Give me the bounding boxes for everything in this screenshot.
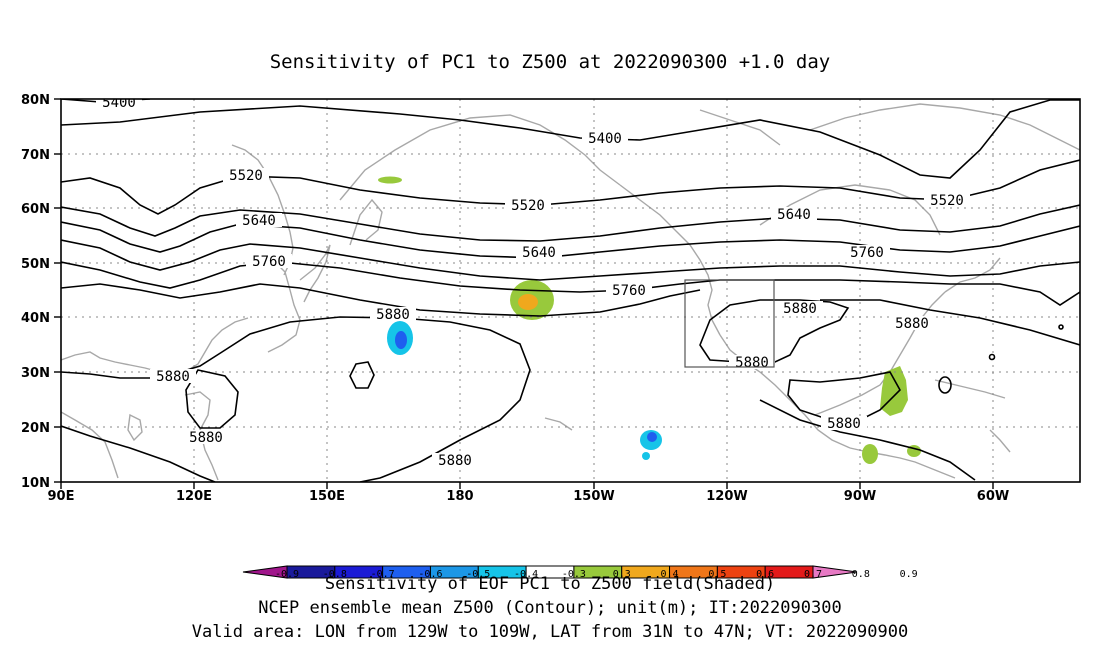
- colorbar-tick-label: -0.8: [323, 569, 347, 580]
- colorbar-tick-label: -0.6: [418, 569, 442, 580]
- colorbar-tick-label: 0.8: [852, 569, 870, 580]
- gridlines: [61, 99, 1080, 482]
- lat-label: 40N: [21, 311, 50, 326]
- lat-label: 10N: [21, 476, 50, 491]
- lat-label: 30N: [21, 366, 50, 381]
- contour-5760b: [61, 283, 701, 317]
- contour-5880-loop: [185, 369, 239, 429]
- longitude-axis-labels: 90E 120E 150E 180 150W 120W 90W 60W: [48, 489, 1010, 504]
- contour-label-5640: 5640: [242, 213, 276, 229]
- latitude-axis-labels: 80N 70N 60N 50N 40N 30N 20N 10N: [21, 93, 50, 491]
- shading-strong-negative: [395, 331, 407, 349]
- caption-valid-area: Valid area: LON from 129W to 109W, LAT f…: [191, 622, 909, 642]
- contour-5880-caribbean: [820, 299, 1080, 346]
- contour-label-5400: 5400: [102, 95, 136, 111]
- contour-5640: [61, 221, 1080, 259]
- z500-contours: [61, 99, 1080, 482]
- caption-contour: NCEP ensemble mean Z500 (Contour); unit(…: [258, 598, 842, 618]
- shading-strong-positive: [518, 294, 538, 310]
- colorbar-tick-label: 0.9: [900, 569, 918, 580]
- lon-label: 150W: [573, 489, 614, 504]
- shading-positive: [862, 444, 878, 464]
- lat-label: 20N: [21, 421, 50, 436]
- contour-5400: [61, 99, 1080, 179]
- contour-5880-ring: [938, 376, 952, 394]
- shading-positive: [378, 176, 402, 184]
- colorbar-segment: [812, 565, 858, 579]
- contour-label-5760: 5760: [252, 254, 286, 270]
- figure-title: Sensitivity of PC1 to Z500 at 2022090300…: [270, 51, 831, 73]
- contour-label-5880: 5880: [189, 430, 223, 446]
- contour-label-5640: 5640: [522, 245, 556, 261]
- tick-marks: [54, 98, 994, 489]
- colorbar: -0.9 -0.8 -0.7 -0.6 -0.5 -0.4 -0.3 0.3 0.4 0.5 0.6…: [242, 565, 918, 580]
- colorbar-tick-label: 0.3: [613, 569, 631, 580]
- lat-label: 60N: [21, 202, 50, 217]
- contour-5520b: [61, 204, 1080, 242]
- lat-label: 80N: [21, 93, 50, 108]
- contour-5760: [61, 261, 1080, 306]
- shading-strong-negative: [647, 432, 657, 442]
- map-plot-area: 5400 5400 5520 5520 5520 5640 5640 5640 …: [61, 95, 1080, 482]
- colorbar-tick-label: -0.5: [466, 569, 490, 580]
- colorbar-tick-label: -0.7: [371, 569, 395, 580]
- contour-ring: [988, 353, 996, 361]
- contour-ring: [1058, 324, 1064, 330]
- contour-labels: 5400 5400 5520 5520 5520 5640 5640 5640 …: [96, 95, 970, 469]
- lon-label: 90E: [48, 489, 75, 504]
- lon-label: 180: [446, 489, 473, 504]
- lon-label: 120W: [706, 489, 747, 504]
- colorbar-tick-label: 0.5: [708, 569, 726, 580]
- colorbar-tick-label: 0.4: [661, 569, 679, 580]
- contour-label-5520: 5520: [930, 193, 964, 209]
- contour-label-5640: 5640: [777, 207, 811, 223]
- lat-label: 50N: [21, 257, 50, 272]
- lon-label: 60W: [977, 489, 1009, 504]
- lon-label: 120E: [176, 489, 212, 504]
- colorbar-tick-label: -0.4: [514, 569, 538, 580]
- lon-label: 150E: [309, 489, 345, 504]
- plot-frame: [60, 98, 1081, 483]
- contour-label-5880: 5880: [376, 307, 410, 323]
- contour-label-5880: 5880: [438, 453, 472, 469]
- valid-area-box: [684, 279, 775, 368]
- caption-shading: Sensitivity of EOF PC1 to Z500 field(Sha…: [324, 574, 776, 594]
- contour-label-5760: 5760: [612, 283, 646, 299]
- contour-label-5880: 5880: [783, 301, 817, 317]
- contour-label-5880: 5880: [895, 316, 929, 332]
- contour-label-5880: 5880: [827, 416, 861, 432]
- lat-label: 70N: [21, 148, 50, 163]
- contour-5880-gulf: [787, 371, 901, 421]
- contour-5880-west: [61, 425, 216, 482]
- colorbar-tick-label: -0.9: [275, 569, 299, 580]
- colorbar-tick-label: -0.3: [562, 569, 586, 580]
- contour-label-5760: 5760: [850, 245, 884, 261]
- colorbar-tick-label: 0.7: [804, 569, 822, 580]
- lon-label: 90W: [844, 489, 876, 504]
- contour-5520: [61, 159, 1080, 215]
- contour-5880-small: [349, 361, 375, 389]
- colorbar-tick-label: 0.6: [756, 569, 774, 580]
- shading-negative: [642, 452, 650, 460]
- contour-label-5400: 5400: [588, 131, 622, 147]
- contour-label-5520: 5520: [229, 168, 263, 184]
- contour-label-5880: 5880: [156, 369, 190, 385]
- contour-5640b: [61, 239, 1080, 281]
- contour-5880-south: [759, 399, 976, 481]
- contour-label-5880: 5880: [735, 355, 769, 371]
- contour-label-5520: 5520: [511, 198, 545, 214]
